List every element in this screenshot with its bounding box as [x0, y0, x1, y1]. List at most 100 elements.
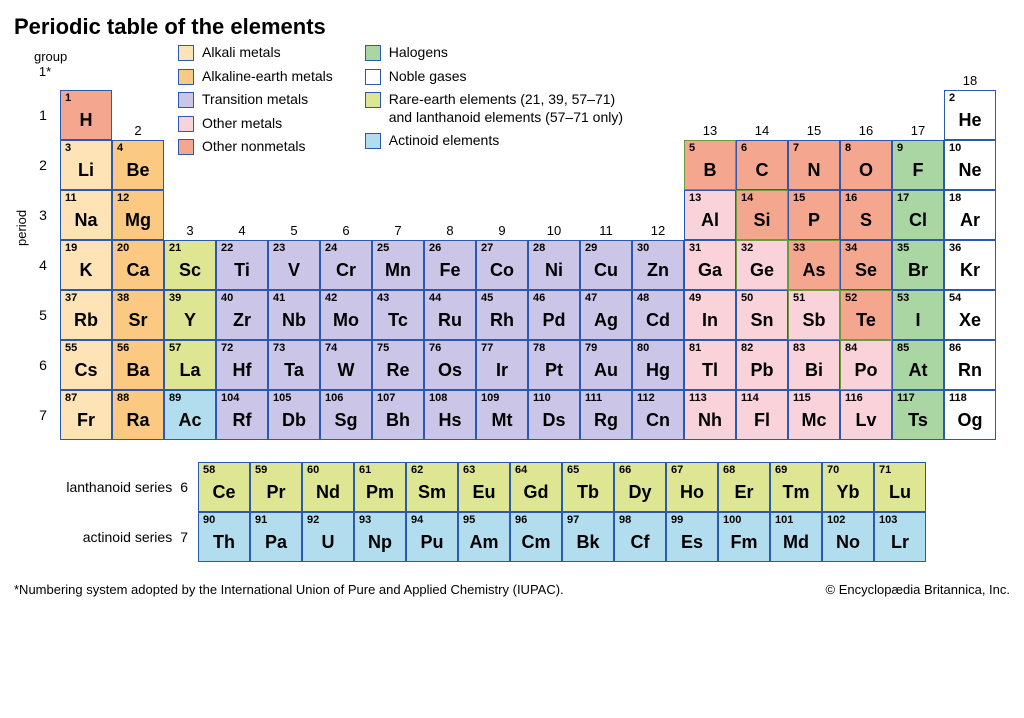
swatch-halogen [365, 45, 381, 61]
element-Ga: 31Ga [684, 240, 736, 290]
legend-transition: Transition metals [178, 91, 333, 109]
element-U: 92U [302, 512, 354, 562]
element-Rf: 104Rf [216, 390, 268, 440]
element-H: 1H [60, 90, 112, 140]
element-No: 102No [822, 512, 874, 562]
element-Lv: 116Lv [840, 390, 892, 440]
period-2: 2 [32, 140, 54, 190]
group-2: 2 [112, 90, 164, 140]
element-Po: 84Po [840, 340, 892, 390]
period-7: 7 [32, 390, 54, 440]
element-Ac: 89Ac [164, 390, 216, 440]
group-11: 11 [580, 190, 632, 240]
period-row-4: 19K20Ca21Sc22Ti23V24Cr25Mn26Fe27Co28Ni29… [60, 240, 996, 290]
element-Mo: 42Mo [320, 290, 372, 340]
element-I: 53I [892, 290, 944, 340]
element-W: 74W [320, 340, 372, 390]
element-Db: 105Db [268, 390, 320, 440]
element-Og: 118Og [944, 390, 996, 440]
element-Cs: 55Cs [60, 340, 112, 390]
element-Cr: 24Cr [320, 240, 372, 290]
group-10: 10 [528, 190, 580, 240]
element-Np: 93Np [354, 512, 406, 562]
element-Am: 95Am [458, 512, 510, 562]
swatch-othernonmetal [178, 139, 194, 155]
element-Ne: 10Ne [944, 140, 996, 190]
series-block: lanthanoid series 6 actinoid series 7 58… [14, 462, 1010, 562]
element-Ds: 110Ds [528, 390, 580, 440]
element-Mc: 115Mc [788, 390, 840, 440]
element-Ir: 77Ir [476, 340, 528, 390]
element-Eu: 63Eu [458, 462, 510, 512]
element-Zn: 30Zn [632, 240, 684, 290]
element-Ta: 73Ta [268, 340, 320, 390]
period-6: 6 [32, 340, 54, 390]
element-Tb: 65Tb [562, 462, 614, 512]
element-O: 8O [840, 140, 892, 190]
legend-alkali: Alkali metals [178, 44, 333, 62]
element-K: 19K [60, 240, 112, 290]
element-Cl: 17Cl [892, 190, 944, 240]
swatch-alkaline [178, 69, 194, 85]
group-12: 12 [632, 190, 684, 240]
lanthanoids-row: 58Ce59Pr60Nd61Pm62Sm63Eu64Gd65Tb66Dy67Ho… [198, 462, 926, 512]
axis-period-label: period [14, 50, 32, 440]
group-14: 14 [736, 90, 788, 140]
element-Cu: 29Cu [580, 240, 632, 290]
element-Cf: 98Cf [614, 512, 666, 562]
element-Mn: 25Mn [372, 240, 424, 290]
element-V: 23V [268, 240, 320, 290]
element-In: 49In [684, 290, 736, 340]
element-Ho: 67Ho [666, 462, 718, 512]
element-Pm: 61Pm [354, 462, 406, 512]
element-F: 9F [892, 140, 944, 190]
element-Pu: 94Pu [406, 512, 458, 562]
element-Y: 39Y [164, 290, 216, 340]
period-5: 5 [32, 290, 54, 340]
actinoids-row: 90Th91Pa92U93Np94Pu95Am96Cm97Bk98Cf99Es1… [198, 512, 926, 562]
period-1: 1 [32, 90, 54, 140]
legend-actinoid: Actinoid elements [365, 132, 623, 150]
swatch-transition [178, 92, 194, 108]
element-Rh: 45Rh [476, 290, 528, 340]
element-Nb: 41Nb [268, 290, 320, 340]
element-Sb: 51Sb [788, 290, 840, 340]
element-Pt: 78Pt [528, 340, 580, 390]
element-Er: 68Er [718, 462, 770, 512]
page-title: Periodic table of the elements [14, 14, 1010, 40]
legend-othermetal: Other metals [178, 115, 333, 133]
element-Cn: 112Cn [632, 390, 684, 440]
element-Fe: 26Fe [424, 240, 476, 290]
element-Ti: 22Ti [216, 240, 268, 290]
element-Sg: 106Sg [320, 390, 372, 440]
element-Al: 13Al [684, 190, 736, 240]
element-Na: 11Na [60, 190, 112, 240]
period-column: group 1* 1234567 [32, 50, 56, 440]
element-Cd: 48Cd [632, 290, 684, 340]
element-Rg: 111Rg [580, 390, 632, 440]
element-Ru: 44Ru [424, 290, 476, 340]
element-Hs: 108Hs [424, 390, 476, 440]
element-Mg: 12Mg [112, 190, 164, 240]
element-P: 15P [788, 190, 840, 240]
group-3: 3 [164, 190, 216, 240]
element-B: 5B [684, 140, 736, 190]
lanthanoid-label: lanthanoid series [66, 479, 172, 495]
group-17: 17 [892, 90, 944, 140]
group-9: 9 [476, 190, 528, 240]
element-Kr: 36Kr [944, 240, 996, 290]
element-Hf: 72Hf [216, 340, 268, 390]
swatch-alkali [178, 45, 194, 61]
element-Rb: 37Rb [60, 290, 112, 340]
element-Co: 27Co [476, 240, 528, 290]
element-Ba: 56Ba [112, 340, 164, 390]
element-Gd: 64Gd [510, 462, 562, 512]
group-4: 4 [216, 190, 268, 240]
element-Au: 79Au [580, 340, 632, 390]
group-16: 16 [840, 90, 892, 140]
period-3: 3 [32, 190, 54, 240]
element-Cm: 96Cm [510, 512, 562, 562]
legend-othernonmetal: Other nonmetals [178, 138, 333, 156]
element-Pa: 91Pa [250, 512, 302, 562]
element-Ge: 32Ge [736, 240, 788, 290]
